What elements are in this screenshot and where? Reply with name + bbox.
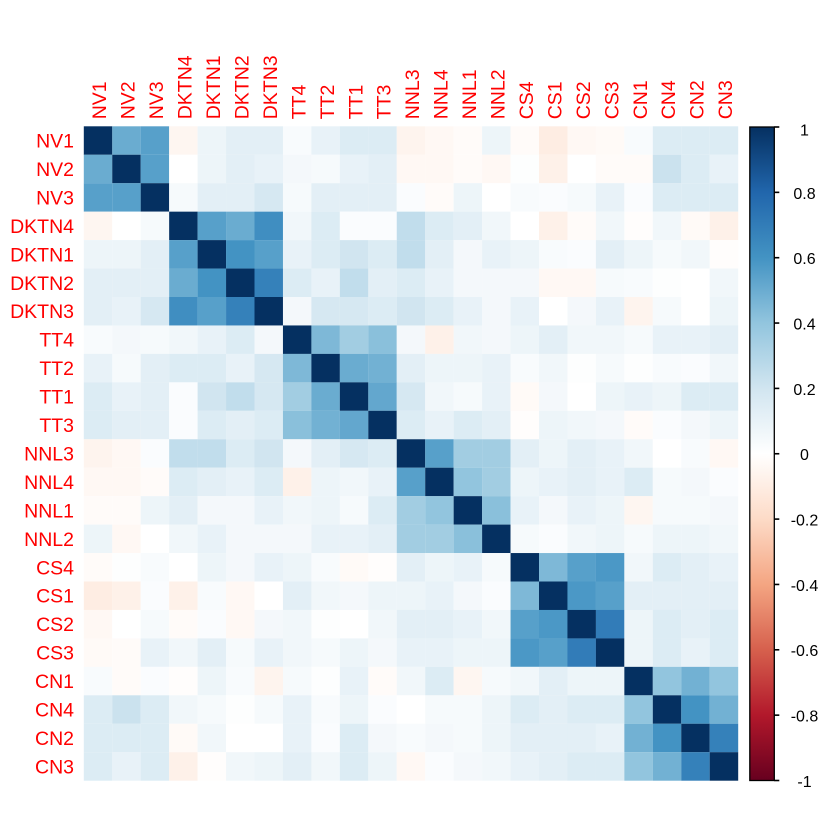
svg-text:TT3: TT3 [39, 415, 74, 437]
svg-text:DKTN1: DKTN1 [10, 244, 74, 266]
svg-text:NNL4: NNL4 [431, 69, 453, 119]
svg-text:CS4: CS4 [516, 81, 538, 119]
svg-text:CN4: CN4 [658, 80, 680, 119]
svg-text:DKTN2: DKTN2 [231, 55, 253, 119]
svg-text:CN2: CN2 [35, 728, 74, 750]
svg-text:NNL4: NNL4 [24, 472, 74, 494]
svg-text:CN3: CN3 [35, 756, 74, 778]
svg-text:1: 1 [800, 123, 809, 140]
svg-text:NNL2: NNL2 [24, 529, 74, 551]
svg-text:TT2: TT2 [317, 85, 339, 120]
svg-text:NNL1: NNL1 [24, 500, 74, 522]
svg-text:DKTN3: DKTN3 [260, 55, 282, 119]
svg-text:DKTN4: DKTN4 [10, 216, 74, 238]
svg-text:NV1: NV1 [89, 81, 111, 119]
svg-text:CN2: CN2 [687, 80, 709, 119]
svg-text:TT4: TT4 [39, 330, 74, 352]
svg-text:CN3: CN3 [715, 80, 737, 119]
svg-text:NV2: NV2 [118, 81, 140, 119]
svg-text:TT1: TT1 [39, 387, 74, 409]
svg-text:TT3: TT3 [374, 85, 396, 120]
svg-text:0.2: 0.2 [793, 382, 815, 399]
svg-text:-1: -1 [797, 774, 811, 791]
svg-text:CS2: CS2 [573, 81, 595, 119]
svg-text:TT2: TT2 [39, 358, 74, 380]
svg-text:0: 0 [800, 447, 809, 464]
svg-text:NNL2: NNL2 [488, 69, 510, 119]
svg-text:CN1: CN1 [35, 671, 74, 693]
svg-text:CS1: CS1 [544, 81, 566, 119]
svg-text:0.8: 0.8 [793, 186, 815, 203]
svg-text:NNL3: NNL3 [402, 69, 424, 119]
svg-text:TT4: TT4 [288, 84, 310, 119]
svg-text:DKTN1: DKTN1 [203, 55, 225, 119]
svg-text:CN1: CN1 [630, 80, 652, 119]
svg-text:NV1: NV1 [36, 131, 74, 153]
svg-text:DKTN4: DKTN4 [175, 55, 197, 119]
svg-text:NNL1: NNL1 [459, 69, 481, 119]
svg-text:CS4: CS4 [36, 557, 74, 579]
svg-text:-0.4: -0.4 [791, 578, 819, 595]
svg-text:DKTN3: DKTN3 [10, 301, 74, 323]
svg-text:TT1: TT1 [345, 85, 367, 120]
svg-text:NNL3: NNL3 [24, 443, 74, 465]
svg-text:NV2: NV2 [36, 159, 74, 181]
svg-text:-0.6: -0.6 [791, 643, 819, 660]
svg-text:0.6: 0.6 [793, 251, 815, 268]
svg-text:DKTN2: DKTN2 [10, 273, 74, 295]
svg-text:-0.2: -0.2 [791, 513, 819, 530]
svg-text:CS2: CS2 [36, 614, 74, 636]
svg-text:0.4: 0.4 [793, 316, 815, 333]
svg-text:CS3: CS3 [36, 643, 74, 665]
svg-text:CN4: CN4 [35, 700, 74, 722]
svg-text:CS3: CS3 [601, 81, 623, 119]
svg-text:-0.8: -0.8 [791, 709, 819, 726]
svg-text:NV3: NV3 [36, 187, 74, 209]
svg-text:CS1: CS1 [36, 586, 74, 608]
svg-text:NV3: NV3 [146, 81, 168, 119]
